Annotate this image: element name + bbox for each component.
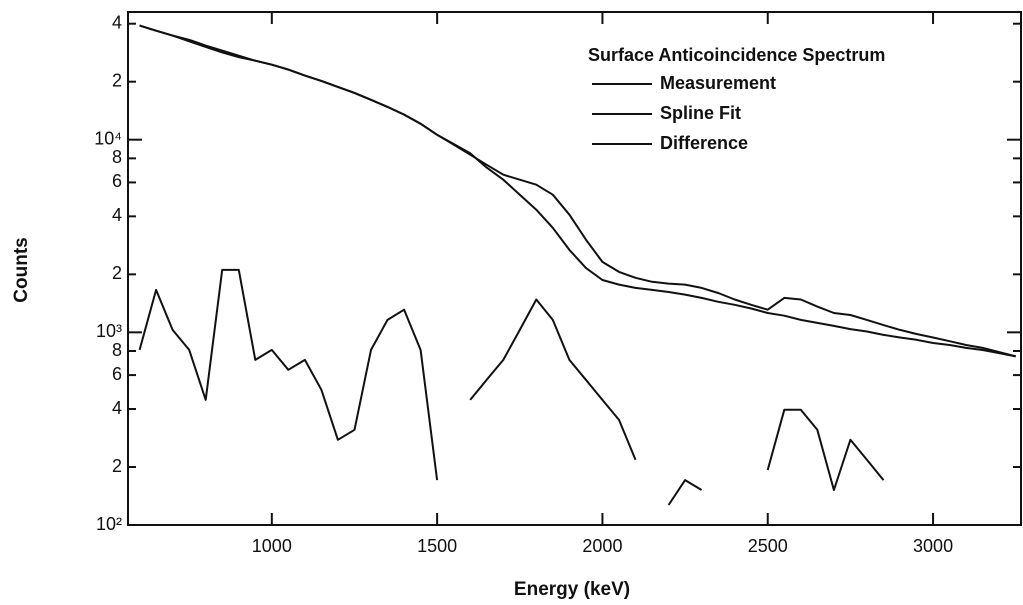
- y-tick-label: 8: [112, 340, 122, 360]
- legend-title: Surface Anticoincidence Spectrum: [588, 45, 885, 65]
- series-line: [139, 24, 1016, 358]
- legend-label: Spline Fit: [660, 103, 741, 123]
- y-tick-label: 10²: [96, 514, 122, 534]
- series-line: [138, 268, 885, 506]
- y-axis-label: Counts: [11, 237, 32, 302]
- x-tick-label: 3000: [913, 536, 953, 556]
- plot-frame: [127, 11, 1022, 526]
- y-tick-label: 2: [112, 263, 122, 283]
- y-tick-label: 6: [112, 171, 122, 191]
- legend-label: Difference: [660, 133, 748, 153]
- y-tick-label: 6: [112, 364, 122, 384]
- y-tick-label: 2: [112, 70, 122, 90]
- y-tick-label: 4: [112, 205, 122, 225]
- x-tick-label: 1000: [252, 536, 292, 556]
- x-tick-label: 1500: [417, 536, 457, 556]
- y-tick-label: 4: [112, 12, 122, 32]
- series-line: [139, 24, 1016, 358]
- x-axis-label: Energy (keV): [514, 579, 630, 600]
- x-tick-label: 2500: [748, 536, 788, 556]
- y-tick-label: 2: [112, 456, 122, 476]
- legend-label: Measurement: [660, 73, 776, 93]
- y-tick-label: 8: [112, 147, 122, 167]
- y-tick-label: 4: [112, 398, 122, 418]
- y-tick-label: 10⁴: [94, 128, 122, 148]
- y-tick-label: 10³: [96, 321, 122, 341]
- x-tick-label: 2000: [582, 536, 622, 556]
